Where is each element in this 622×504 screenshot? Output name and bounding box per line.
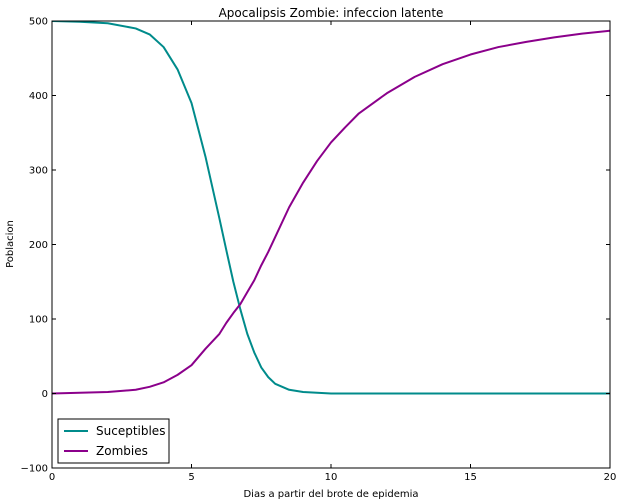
plot-area	[51, 20, 611, 469]
y-tick-label: −100	[21, 464, 48, 475]
series-line-0	[52, 21, 610, 395]
x-tick-label: 10	[325, 472, 338, 483]
x-axis-label: Dias a partir del brote de epidemia	[243, 489, 418, 500]
legend: Suceptibles Zombies	[57, 418, 170, 464]
x-tick-label: 20	[604, 472, 617, 483]
y-tick-label: 100	[29, 315, 48, 326]
chart-title: Apocalipsis Zombie: infeccion latente	[219, 6, 444, 20]
x-tick-label: 0	[49, 472, 55, 483]
y-tick-label: 0	[42, 389, 48, 400]
legend-label: Zombies	[96, 444, 148, 458]
y-axis-label: Poblacion	[5, 220, 16, 268]
legend-box	[57, 418, 170, 464]
series-line-1	[52, 29, 610, 395]
y-tick-label: 300	[29, 166, 48, 177]
y-tick-label: 400	[29, 91, 48, 102]
x-tick-label: 15	[464, 472, 477, 483]
y-tick-label: 200	[29, 240, 48, 251]
axes-frame	[51, 20, 611, 469]
legend-label: Suceptibles	[96, 424, 165, 438]
x-tick-label: 5	[188, 472, 194, 483]
y-tick-label: 500	[29, 17, 48, 28]
